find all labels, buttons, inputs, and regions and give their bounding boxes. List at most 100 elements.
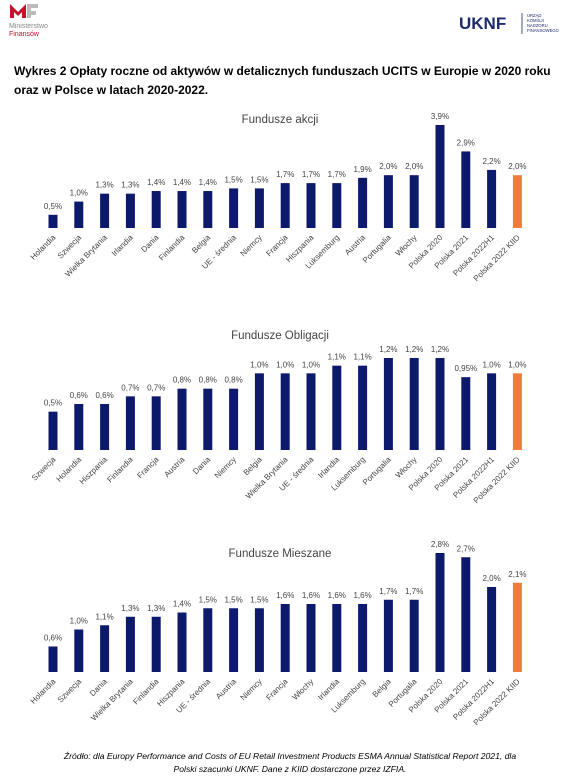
value-label: 0,7%	[121, 383, 139, 392]
value-label: 2,9%	[457, 138, 475, 147]
bar	[512, 582, 522, 672]
bar	[306, 604, 316, 672]
value-label: 1,2%	[379, 345, 397, 354]
bar	[203, 388, 213, 450]
category-label: Portugalia	[361, 233, 393, 265]
chart-title: Fundusze akcji	[242, 114, 319, 126]
category-label: Hiszpania	[78, 455, 110, 487]
category-label: Belgia	[371, 677, 393, 699]
bar	[383, 358, 393, 450]
category-label: Szwecja	[30, 455, 58, 483]
bar	[435, 553, 445, 672]
category-label: Portugalia	[361, 455, 393, 487]
value-label: 1,5%	[224, 595, 242, 604]
bar	[332, 183, 342, 228]
bar	[280, 373, 290, 450]
bar	[100, 625, 110, 672]
bar	[435, 358, 445, 450]
category-label: Austria	[162, 455, 186, 479]
value-label: 1,6%	[328, 591, 346, 600]
category-label: Irlandia	[110, 233, 135, 258]
uknf-logo: UKNF	[459, 14, 506, 33]
value-label: 2,0%	[508, 162, 526, 171]
bar	[280, 183, 290, 228]
value-label: 1,5%	[199, 595, 217, 604]
bar	[74, 629, 84, 672]
bar	[229, 608, 239, 672]
category-label: Irlandia	[316, 455, 341, 480]
bar	[100, 193, 110, 228]
value-label: 1,1%	[95, 612, 113, 621]
value-label: 0,5%	[44, 399, 62, 408]
value-label: 1,5%	[224, 175, 242, 184]
category-label: Francja	[135, 455, 161, 481]
bar	[383, 599, 393, 672]
value-label: 2,0%	[405, 162, 423, 171]
ministry-logo: Ministerstwo Finansów	[9, 4, 48, 38]
bar	[177, 191, 187, 228]
category-label: Irlandia	[316, 677, 341, 702]
bar	[100, 404, 110, 450]
bar	[177, 388, 187, 450]
bar	[254, 373, 264, 450]
footer-line: Źródło: dla Europy Performance and Costs…	[63, 751, 516, 761]
value-label: 1,0%	[250, 360, 268, 369]
category-label: Włochy	[394, 455, 419, 480]
footer-line: Polski szacunki UKNF. Dane z KIID dostar…	[174, 764, 407, 774]
value-label: 1,7%	[405, 587, 423, 596]
bar	[487, 373, 497, 450]
uknf-sub: KOMISJI	[527, 18, 544, 23]
category-label: Dania	[139, 233, 161, 255]
value-label: 1,7%	[276, 170, 294, 179]
bar	[74, 404, 84, 450]
bar	[383, 175, 393, 228]
bar	[409, 175, 419, 228]
value-label: 1,0%	[482, 360, 500, 369]
value-label: 1,0%	[302, 360, 320, 369]
value-label: 0,6%	[70, 391, 88, 400]
value-label: 1,0%	[70, 617, 88, 626]
category-label: Francja	[264, 677, 290, 703]
value-label: 0,7%	[147, 383, 165, 392]
value-label: 1,5%	[250, 595, 268, 604]
value-label: 1,4%	[147, 178, 165, 187]
bar	[512, 175, 522, 228]
bar	[306, 183, 316, 228]
category-label: Dania	[191, 455, 213, 477]
category-label: Szwecja	[56, 677, 84, 705]
category-label: Włochy	[394, 233, 419, 258]
bar	[151, 396, 161, 450]
bar	[254, 608, 264, 672]
bar	[409, 358, 419, 450]
value-label: 1,7%	[379, 587, 397, 596]
category-label: Holandia	[29, 677, 58, 706]
value-label: 1,0%	[276, 360, 294, 369]
category-label: Austria	[214, 677, 238, 701]
bar	[332, 604, 342, 672]
value-label: 0,8%	[199, 376, 217, 385]
value-label: 1,4%	[199, 178, 217, 187]
category-label: Belgia	[190, 233, 212, 255]
value-label: 1,2%	[405, 345, 423, 354]
value-label: 0,6%	[44, 634, 62, 643]
value-label: 0,95%	[454, 364, 477, 373]
uknf-sub: NADZORU	[527, 23, 548, 28]
category-label: Holandia	[29, 233, 58, 262]
bar	[332, 365, 342, 450]
value-label: 1,1%	[353, 353, 371, 362]
value-label: 1,3%	[121, 604, 139, 613]
value-label: 1,9%	[353, 165, 371, 174]
category-label: Niemcy	[239, 233, 264, 258]
value-label: 1,4%	[173, 178, 191, 187]
ministry-name: Finansów	[9, 31, 40, 38]
bar	[74, 201, 84, 228]
bar	[203, 191, 213, 228]
value-label: 0,6%	[95, 391, 113, 400]
value-label: 1,3%	[95, 181, 113, 190]
bar	[125, 396, 135, 450]
category-label: Niemcy	[213, 455, 238, 480]
value-label: 2,8%	[431, 540, 449, 549]
category-label: Polska 2022 KIID	[472, 233, 522, 283]
value-label: 0,8%	[173, 376, 191, 385]
